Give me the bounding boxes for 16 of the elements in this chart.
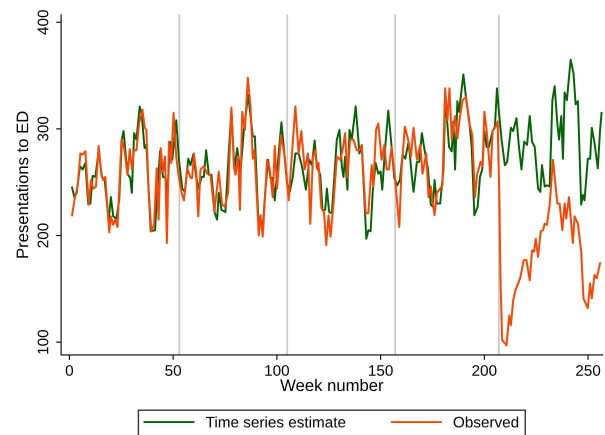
x-tick-label: 150 [369,365,393,376]
line-series [71,76,602,346]
line-series [71,58,603,240]
y-tick-label: 200 [38,223,48,248]
x-tick-label: 100 [265,365,290,376]
legend-label: Observed [454,416,518,428]
y-tick-label: 300 [38,116,48,142]
x-tick-label: 50 [165,365,182,376]
y-tick-label: 400 [38,10,48,35]
x-tick-label: 0 [66,365,74,376]
x-tick-label: 200 [472,365,496,376]
x-tick-label: 250 [576,365,600,376]
legend-label: Time series estimate [206,416,346,428]
y-tick-label: 100 [38,330,48,354]
y-axis-title: Presentations to ED [16,112,28,258]
x-axis-title: Week number [280,378,384,392]
